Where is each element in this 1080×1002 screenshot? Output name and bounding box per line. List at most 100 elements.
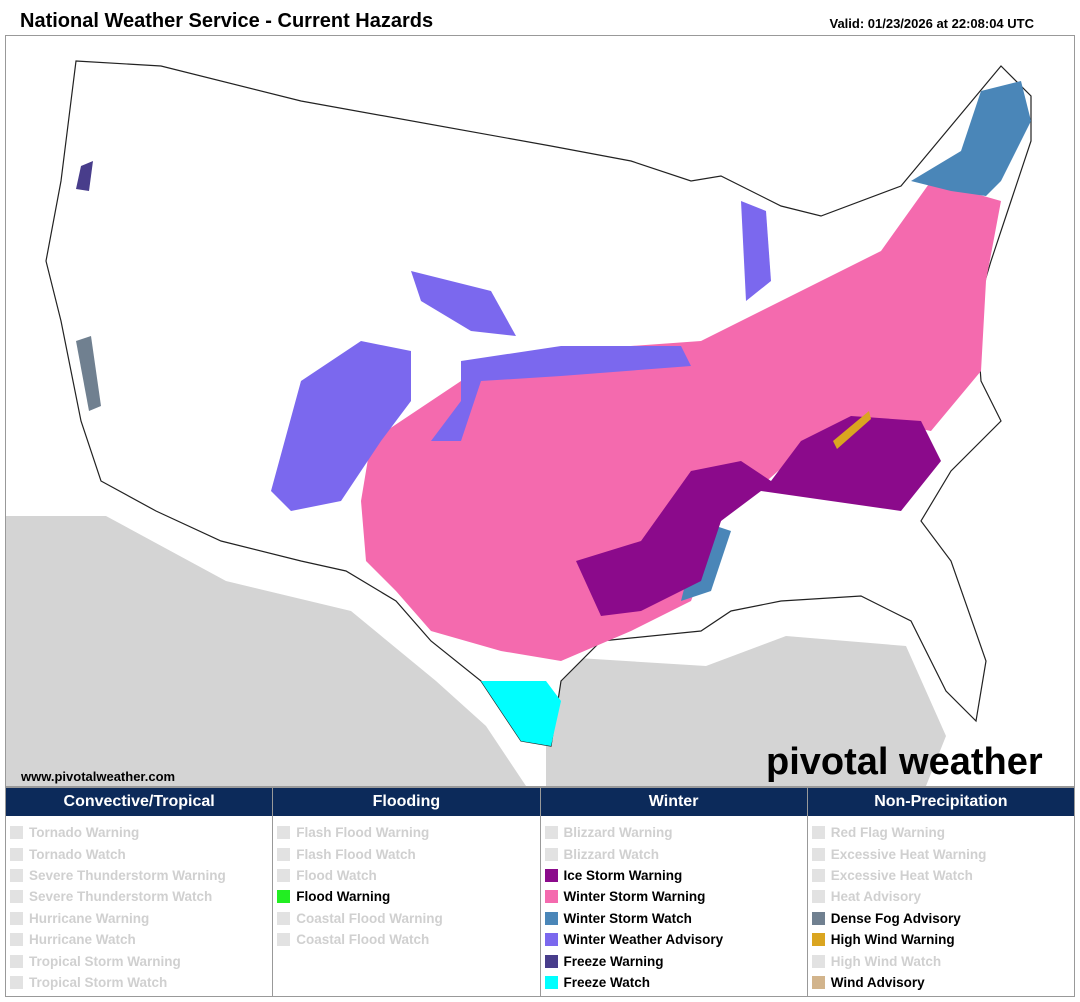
legend-items: Flash Flood Warning Flash Flood Watch Floo… xyxy=(273,816,539,950)
legend-swatch xyxy=(10,847,23,861)
legend-item: Blizzard Warning xyxy=(544,822,807,843)
logo: pivotal weather xyxy=(766,741,1043,783)
legend-swatch xyxy=(811,911,825,925)
source-url: www.pivotalweather.com xyxy=(20,769,175,784)
legend-swatch xyxy=(811,826,825,840)
legend-item: Excessive Heat Watch xyxy=(811,865,1074,886)
legend-item: High Wind Warning xyxy=(811,929,1074,950)
valid-time: Valid: 01/23/2026 at 22:08:04 UTC xyxy=(829,16,1034,31)
legend: Convective/Tropical Tornado Warning Tornad… xyxy=(5,787,1075,997)
legend-swatch xyxy=(277,890,291,904)
legend-items: Red Flag Warning Excessive Heat Warning Ex… xyxy=(808,816,1074,993)
legend-label: Coastal Flood Warning xyxy=(296,910,443,926)
legend-item: Winter Storm Watch xyxy=(544,908,807,929)
legend-swatch xyxy=(10,868,23,882)
hazard-area xyxy=(576,416,941,616)
legend-swatch xyxy=(277,826,291,840)
legend-swatch xyxy=(544,847,558,861)
legend-item: Freeze Watch xyxy=(544,972,807,993)
hazard-area xyxy=(271,341,411,511)
hazard-area xyxy=(741,201,771,301)
legend-swatch xyxy=(277,868,291,882)
legend-items: Blizzard Warning Blizzard Watch Ice Storm … xyxy=(541,816,807,993)
legend-item: Flood Watch xyxy=(277,865,539,886)
legend-swatch xyxy=(811,890,825,904)
legend-label: Hurricane Watch xyxy=(29,932,136,948)
legend-swatch xyxy=(277,911,291,925)
legend-header: Flooding xyxy=(273,788,540,816)
legend-column: Convective/Tropical Tornado Warning Tornad… xyxy=(6,788,274,996)
legend-label: Winter Storm Warning xyxy=(563,889,706,905)
legend-label: Blizzard Warning xyxy=(563,825,673,841)
legend-swatch xyxy=(811,975,825,989)
hazard-area xyxy=(911,81,1031,196)
legend-swatch xyxy=(544,868,558,882)
legend-item: Hurricane Warning xyxy=(10,908,272,929)
legend-label: Flood Watch xyxy=(296,867,377,883)
legend-swatch xyxy=(277,933,291,947)
legend-label: Flash Flood Watch xyxy=(296,846,416,862)
legend-swatch xyxy=(811,933,825,947)
legend-item: Winter Weather Advisory xyxy=(544,929,807,950)
legend-swatch xyxy=(10,911,23,925)
legend-label: Hurricane Warning xyxy=(29,910,150,926)
legend-label: Flood Warning xyxy=(296,889,391,905)
legend-item: Ice Storm Warning xyxy=(544,865,807,886)
legend-item: Heat Advisory xyxy=(811,886,1074,907)
legend-swatch xyxy=(277,847,291,861)
legend-swatch xyxy=(544,975,558,989)
legend-label: Severe Thunderstorm Warning xyxy=(29,867,226,883)
legend-label: Freeze Watch xyxy=(563,974,651,990)
legend-item: Freeze Warning xyxy=(544,950,807,971)
legend-column: Flooding Flash Flood Warning Flash Flood W… xyxy=(273,788,541,996)
gulf xyxy=(546,636,946,786)
legend-item: Severe Thunderstorm Warning xyxy=(10,865,272,886)
legend-item: Severe Thunderstorm Watch xyxy=(10,886,272,907)
legend-item: Excessive Heat Warning xyxy=(811,843,1074,864)
title: National Weather Service - Current Hazar… xyxy=(20,10,434,32)
legend-swatch xyxy=(544,890,558,904)
legend-label: Severe Thunderstorm Watch xyxy=(29,889,213,905)
legend-item: High Wind Watch xyxy=(811,950,1074,971)
legend-swatch xyxy=(10,890,23,904)
legend-item: Wind Advisory xyxy=(811,972,1074,993)
legend-swatch xyxy=(544,954,558,968)
legend-label: Flash Flood Warning xyxy=(296,825,430,841)
map: www.pivotalweather.com pivotal weather xyxy=(5,35,1075,787)
mexico xyxy=(6,516,526,786)
legend-item: Flood Warning xyxy=(277,886,539,907)
legend-label: High Wind Watch xyxy=(830,953,942,969)
legend-item: Tornado Warning xyxy=(10,822,272,843)
legend-label: Tornado Warning xyxy=(29,825,140,841)
legend-label: Ice Storm Warning xyxy=(563,867,683,883)
legend-swatch xyxy=(10,975,23,989)
legend-swatch xyxy=(544,911,558,925)
hazard-area xyxy=(76,161,93,191)
hazard-area xyxy=(833,411,871,449)
legend-swatch xyxy=(811,847,825,861)
legend-label: Blizzard Watch xyxy=(563,846,660,862)
legend-item: Tropical Storm Warning xyxy=(10,950,272,971)
legend-item: Tornado Watch xyxy=(10,843,272,864)
legend-column: Non-Precipitation Red Flag Warning Excessi… xyxy=(807,788,1074,996)
legend-label: Freeze Warning xyxy=(563,953,664,969)
legend-label: Tornado Watch xyxy=(29,846,126,862)
legend-item: Coastal Flood Warning xyxy=(277,908,539,929)
legend-label: Dense Fog Advisory xyxy=(830,910,961,926)
legend-column: Winter Blizzard Warning Blizzard Watch Ice … xyxy=(540,788,808,996)
hazard-area xyxy=(431,346,691,441)
legend-swatch xyxy=(544,826,558,840)
legend-header: Winter xyxy=(540,788,807,816)
legend-item: Tropical Storm Watch xyxy=(10,972,272,993)
legend-header: Non-Precipitation xyxy=(807,788,1074,816)
legend-label: Winter Weather Advisory xyxy=(563,932,724,948)
hazard-area xyxy=(361,181,1001,661)
hazard-area xyxy=(76,336,101,411)
legend-item: Hurricane Watch xyxy=(10,929,272,950)
hazard-area xyxy=(481,681,561,746)
legend-label: High Wind Warning xyxy=(830,932,955,948)
legend-label: Wind Advisory xyxy=(830,974,925,990)
legend-header: Convective/Tropical xyxy=(6,788,273,816)
legend-swatch xyxy=(544,933,558,947)
